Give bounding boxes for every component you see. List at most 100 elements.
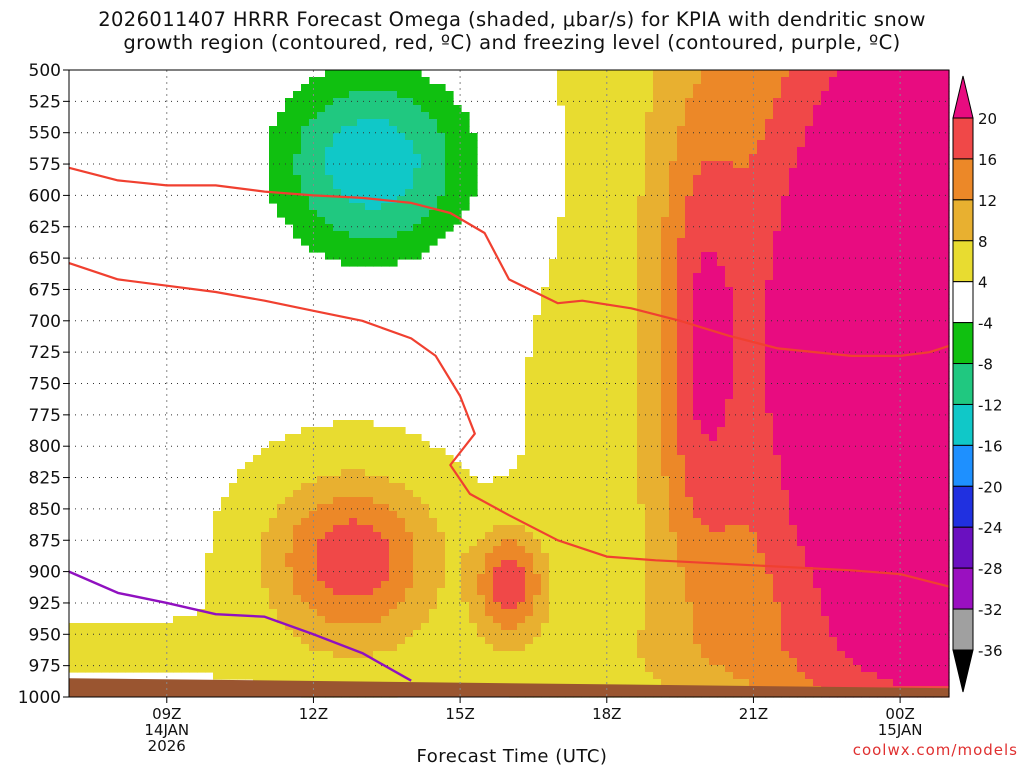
omega-cell (789, 434, 798, 442)
omega-cell (533, 658, 542, 666)
omega-cell (733, 665, 742, 673)
omega-cell (573, 91, 582, 99)
omega-cell (781, 525, 790, 533)
omega-cell (733, 203, 742, 211)
omega-cell (757, 567, 766, 575)
omega-cell (421, 245, 430, 253)
omega-cell (389, 602, 398, 610)
omega-cell (669, 588, 678, 596)
omega-cell (501, 483, 510, 491)
omega-cell (773, 140, 782, 148)
omega-cell (221, 672, 230, 680)
omega-cell (69, 644, 78, 652)
omega-cell (781, 245, 790, 253)
omega-cell (261, 469, 270, 477)
omega-cell (221, 616, 230, 624)
omega-cell (253, 455, 262, 463)
omega-cell (445, 462, 454, 470)
omega-cell (677, 217, 686, 225)
omega-cell (565, 539, 574, 547)
omega-cell (613, 175, 622, 183)
omega-cell (709, 70, 718, 78)
omega-cell (333, 238, 342, 246)
omega-cell (645, 623, 654, 631)
omega-cell (757, 322, 766, 330)
omega-cell (789, 315, 798, 323)
omega-cell (557, 350, 566, 358)
omega-cell (557, 70, 566, 78)
omega-cell (517, 595, 526, 603)
omega-cell (693, 637, 702, 645)
omega-cell (565, 574, 574, 582)
omega-cell (757, 301, 766, 309)
omega-cell (669, 210, 678, 218)
omega-cell (621, 84, 630, 92)
omega-cell (581, 189, 590, 197)
omega-cell (245, 546, 254, 554)
omega-cell (373, 546, 382, 554)
omega-cell (365, 427, 374, 435)
omega-cell (613, 252, 622, 260)
omega-cell (525, 420, 534, 428)
omega-cell (557, 679, 566, 687)
omega-cell (533, 602, 542, 610)
omega-cell (405, 77, 414, 85)
omega-cell (357, 231, 366, 239)
omega-cell (309, 462, 318, 470)
omega-cell (645, 483, 654, 491)
omega-cell (205, 588, 214, 596)
omega-cell (437, 595, 446, 603)
omega-cell (789, 287, 798, 295)
omega-cell (677, 581, 686, 589)
omega-cell (709, 539, 718, 547)
omega-cell (381, 140, 390, 148)
omega-cell (445, 133, 454, 141)
omega-cell (317, 511, 326, 519)
omega-cell (613, 357, 622, 365)
omega-cell (781, 301, 790, 309)
omega-cell (597, 364, 606, 372)
omega-cell (301, 84, 310, 92)
omega-cell (413, 126, 422, 134)
omega-cell (357, 490, 366, 498)
omega-cell (333, 119, 342, 127)
omega-cell (645, 630, 654, 638)
omega-cell (701, 371, 710, 379)
omega-cell (717, 259, 726, 267)
omega-cell (301, 196, 310, 204)
omega-cell (709, 112, 718, 120)
omega-cell (669, 560, 678, 568)
omega-cell (589, 196, 598, 204)
omega-cell (733, 112, 742, 120)
omega-cell (605, 672, 614, 680)
omega-cell (365, 637, 374, 645)
omega-cell (669, 182, 678, 190)
omega-cell (605, 77, 614, 85)
omega-cell (629, 357, 638, 365)
omega-cell (621, 77, 630, 85)
omega-cell (725, 112, 734, 120)
omega-cell (773, 427, 782, 435)
omega-cell (501, 518, 510, 526)
omega-cell (653, 84, 662, 92)
omega-cell (541, 455, 550, 463)
omega-cell (317, 532, 326, 540)
omega-cell (525, 546, 534, 554)
omega-cell (301, 644, 310, 652)
omega-cell (389, 252, 398, 260)
omega-cell (317, 245, 326, 253)
omega-cell (357, 217, 366, 225)
omega-cell (357, 588, 366, 596)
omega-cell (437, 126, 446, 134)
omega-cell (293, 518, 302, 526)
omega-cell (573, 147, 582, 155)
omega-cell (653, 434, 662, 442)
omega-cell (541, 630, 550, 638)
omega-cell (717, 644, 726, 652)
omega-cell (597, 469, 606, 477)
omega-cell (341, 623, 350, 631)
omega-cell (749, 581, 758, 589)
omega-cell (277, 609, 286, 617)
omega-cell (453, 119, 462, 127)
omega-cell (261, 483, 270, 491)
